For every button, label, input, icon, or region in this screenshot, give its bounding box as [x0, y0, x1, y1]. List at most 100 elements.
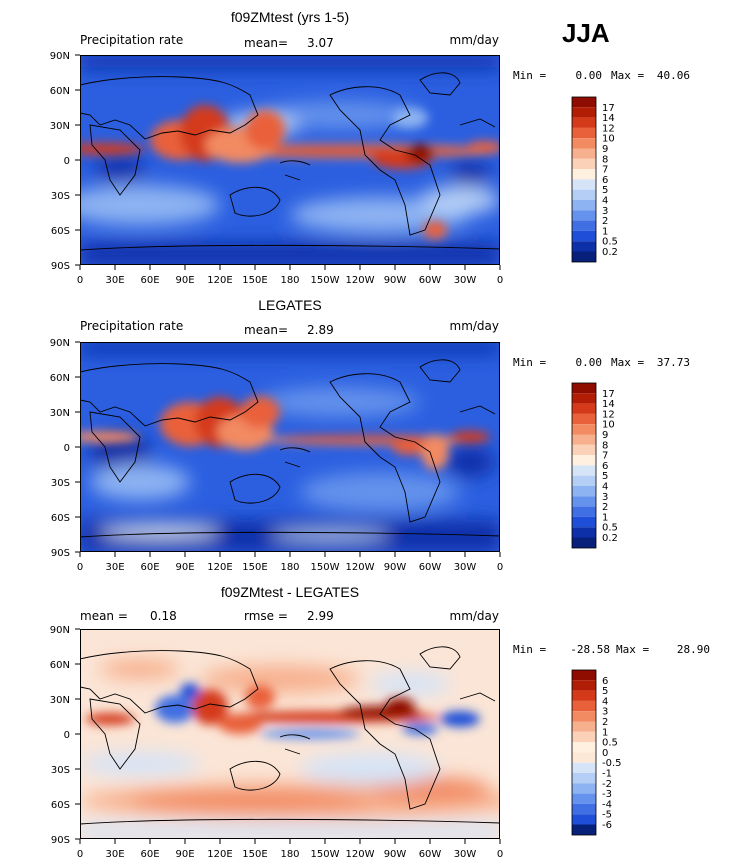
x-tick-label: 150W [311, 849, 340, 860]
min-max-readout: Min = -28.58 Max = 28.90 [513, 643, 710, 656]
colorbar-swatch [572, 824, 596, 835]
colorbar-swatch [572, 762, 596, 773]
x-tick-label: 120E [207, 849, 232, 860]
y-tick-label: 30S [51, 191, 70, 202]
y-tick-label: 60S [51, 513, 70, 524]
colorbar-label: 3 [602, 492, 608, 503]
panel-title: f09ZMtest (yrs 1-5) [231, 9, 349, 25]
y-tick-label: 90S [51, 261, 70, 272]
x-tick-label: 180 [280, 275, 299, 286]
y-tick-label: 60S [51, 226, 70, 237]
colorbar-swatch [572, 814, 596, 825]
colorbar-swatches [572, 97, 596, 262]
colorbar-label: 12 [602, 123, 615, 134]
min-value: 0.00 [576, 356, 603, 369]
min-max-readout: Min = 0.00 Max = 37.73 [513, 356, 690, 369]
x-tick-label: 30W [454, 275, 477, 286]
map-field [80, 342, 500, 552]
colorbar-swatch [572, 670, 596, 681]
colorbar-label: 4 [602, 196, 608, 207]
y-tick-label: 30N [50, 695, 70, 706]
colorbar-swatch [572, 179, 596, 190]
colorbar-swatch [572, 107, 596, 118]
max-value: 37.73 [657, 356, 690, 369]
x-tick-label: 60E [140, 849, 159, 860]
plot-frame [80, 342, 500, 552]
colorbar-label: 12 [602, 409, 615, 420]
panel-title: LEGATES [258, 297, 322, 313]
x-tick-label: 0 [497, 275, 503, 286]
colorbar-label: 10 [602, 420, 615, 431]
x-tick-label: 90W [384, 275, 407, 286]
colorbar-swatch [572, 444, 596, 456]
colorbar-swatch [572, 169, 596, 180]
left-value: 0.18 [150, 609, 177, 623]
x-tick-label: 150E [242, 849, 267, 860]
panel-observations: LEGATES Precipitation rate mean= 2.89 mm… [50, 297, 690, 573]
x-tick-label: 0 [497, 849, 503, 860]
x-tick-label: 60E [140, 275, 159, 286]
colorbar-label: 1 [602, 727, 608, 738]
colorbar-swatch [572, 793, 596, 804]
colorbar-label: -3 [602, 789, 612, 800]
x-tick-label: 180 [280, 849, 299, 860]
x-tick-label: 90W [384, 849, 407, 860]
panel-title: f09ZMtest - LEGATES [221, 584, 359, 600]
x-tick-label: 90E [175, 849, 194, 860]
x-tick-marks [79, 839, 501, 844]
colorbar-swatch [572, 773, 596, 784]
x-tick-label: 0 [77, 562, 83, 573]
y-tick-label: 60N [50, 86, 70, 97]
x-tick-marks [79, 552, 501, 557]
colorbar-label: 0 [602, 748, 608, 759]
x-tick-label: 60W [419, 562, 442, 573]
colorbar-label: 7 [602, 451, 608, 462]
colorbar-label: 10 [602, 134, 615, 145]
colorbar-label: 6 [602, 175, 608, 186]
colorbar-labels: 6 5 4 3 2 1 0.5 0 -0.5 -1 -2 -3 -4 -5 -6 [602, 676, 622, 831]
colorbar-swatch [572, 230, 596, 242]
plot-frame [80, 629, 500, 839]
y-tick-marks [75, 341, 80, 553]
mean-value: 3.07 [307, 36, 334, 50]
min-max-readout: Min = 0.00 Max = 40.06 [513, 69, 690, 82]
colorbar-swatch [572, 486, 596, 497]
colorbar-swatch [572, 690, 596, 701]
x-tick-label: 90E [175, 562, 194, 573]
colorbar-label: 5 [602, 686, 608, 697]
y-tick-marks [75, 54, 80, 266]
colorbar-swatch [572, 752, 596, 763]
colorbar-label: 3 [602, 206, 608, 217]
colorbar-swatch [572, 148, 596, 159]
colorbar-label: 1 [602, 512, 608, 523]
colorbar-swatch [572, 721, 596, 732]
colorbar-label: 0.5 [602, 738, 618, 749]
y-tick-label: 0 [64, 443, 70, 454]
colorbar: 6 5 4 3 2 1 0.5 0 -0.5 -1 -2 -3 -4 -5 -6 [571, 669, 622, 836]
y-tick-label: 60N [50, 660, 70, 671]
y-tick-label: 90S [51, 548, 70, 559]
colorbar-swatch [572, 158, 596, 170]
x-tick-label: 150W [311, 562, 340, 573]
x-tick-label: 0 [77, 849, 83, 860]
coastlines [80, 646, 500, 825]
map-field [80, 55, 500, 265]
colorbar-swatch [572, 680, 596, 691]
units-label: mm/day [450, 33, 500, 47]
colorbar-labels: 17 14 12 10 9 8 7 6 5 4 3 2 1 0.5 0.2 [602, 389, 618, 544]
colorbar-label: -1 [602, 769, 612, 780]
colorbar-swatch [572, 742, 596, 753]
colorbar-swatch [572, 537, 596, 548]
colorbar-frame [571, 96, 597, 263]
colorbar-label: 14 [602, 113, 615, 124]
colorbar-swatch [572, 700, 596, 712]
colorbar: 17 14 12 10 9 8 7 6 5 4 3 2 1 0.5 0.2 [571, 96, 618, 263]
y-tick-label: 0 [64, 156, 70, 167]
colorbar-label: 8 [602, 154, 608, 165]
map-field [80, 629, 500, 839]
colorbar-label: 1 [602, 226, 608, 237]
x-tick-label: 180 [280, 562, 299, 573]
colorbar-swatch [572, 434, 596, 445]
colorbar-label: 3 [602, 707, 608, 718]
